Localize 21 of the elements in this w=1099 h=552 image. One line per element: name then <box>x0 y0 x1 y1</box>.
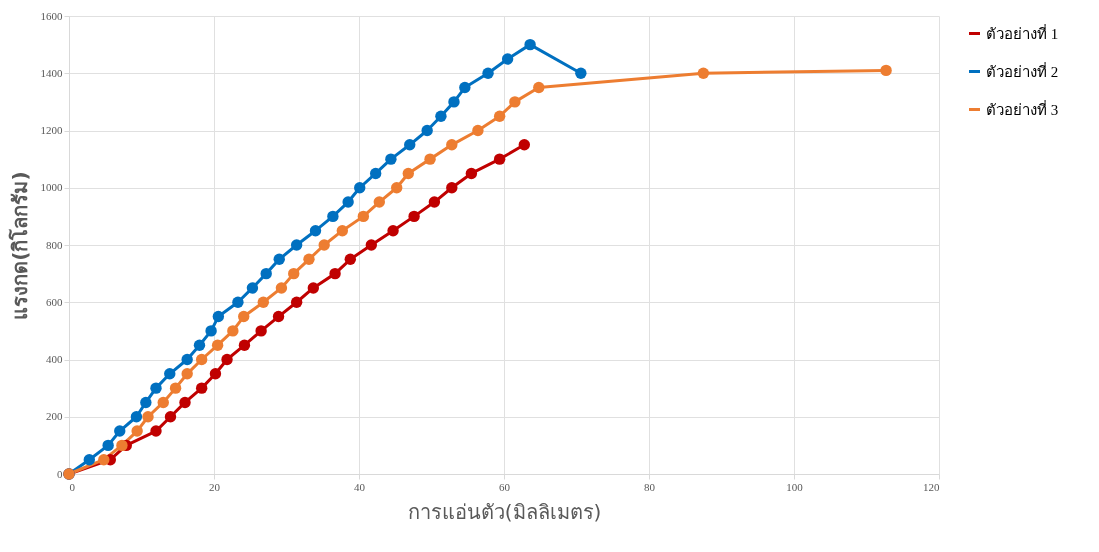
y-tick-label: 1200 <box>40 124 63 136</box>
legend-label: ตัวอย่างที่ 2 <box>986 60 1059 80</box>
y-tick-label: 1000 <box>40 181 63 194</box>
x-tick-label: 120 <box>923 480 940 493</box>
legend-label: ตัวอย่างที่ 1 <box>986 22 1059 42</box>
x-axis-title: การแอ่นตัว(มิลลิเมตร) <box>407 499 602 524</box>
y-tick-label: 800 <box>46 238 63 251</box>
y-tick-label: 1400 <box>40 66 63 79</box>
x-tick-label: 20 <box>209 480 221 493</box>
x-tick-label: 60 <box>499 480 511 493</box>
y-tick-label: 400 <box>46 353 63 365</box>
y-tick-label: 0 <box>57 467 63 480</box>
x-tick-label: 100 <box>786 480 804 493</box>
x-tick-label: 0 <box>69 480 76 493</box>
y-tick-label: 1600 <box>40 9 63 22</box>
legend-label: ตัวอย่างที่ 3 <box>986 98 1059 118</box>
y-tick-label: 600 <box>46 295 63 308</box>
x-tick-label: 40 <box>354 480 366 493</box>
x-tick-label: 80 <box>644 480 656 493</box>
y-tick-label: 200 <box>46 410 63 423</box>
y-axis-title: แรงกด(กิโลกรัม) <box>7 171 32 320</box>
